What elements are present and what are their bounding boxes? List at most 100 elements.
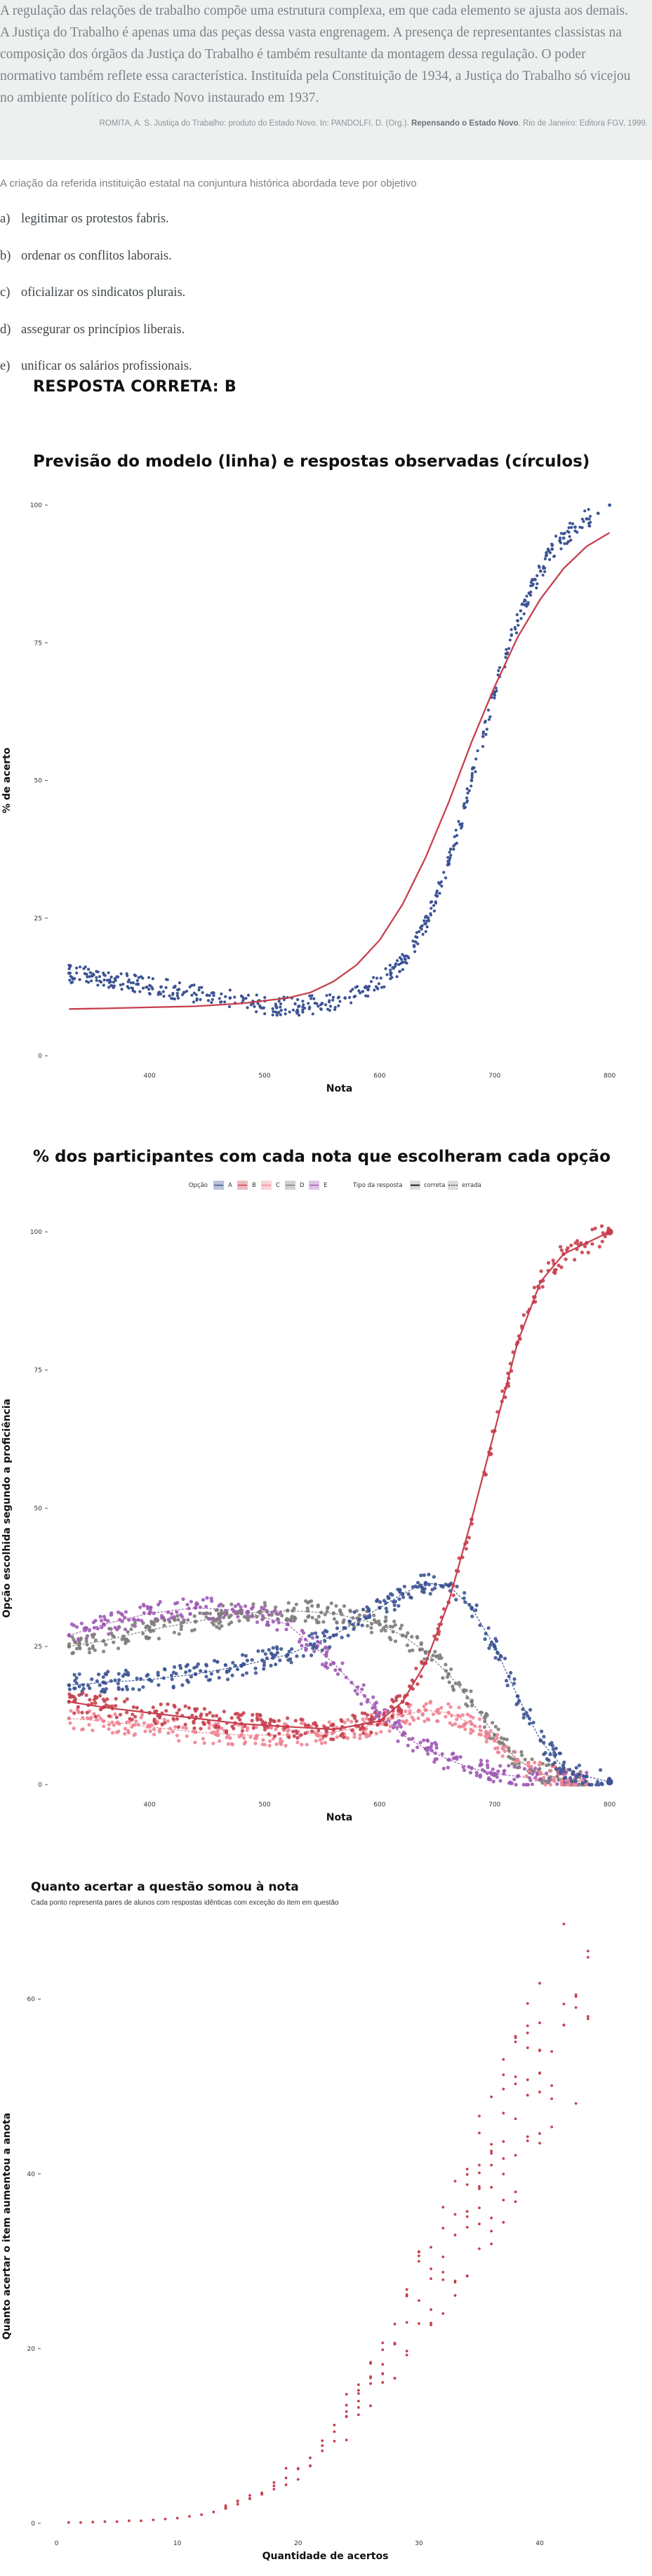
chart1-observed-point [508, 638, 512, 642]
chart2-point-option-A [557, 1766, 562, 1771]
chart2-point-option-D [162, 1623, 166, 1628]
chart1-observed-point [198, 986, 201, 989]
chart2-point-option-C [107, 1722, 112, 1726]
chart1-observed-point [210, 1000, 213, 1005]
chart2-point-option-C [552, 1777, 556, 1781]
chart1-observed-point [465, 800, 469, 804]
chart2-point-option-A [269, 1663, 273, 1668]
chart2-point-option-A [351, 1623, 355, 1627]
chart2-point-option-C [267, 1739, 272, 1743]
chart2-point-option-B [434, 1637, 439, 1642]
chart2-point-option-E [507, 1781, 512, 1785]
chart3-point [430, 2277, 432, 2281]
chart1-observed-point [420, 924, 424, 927]
chart2-point-option-E [451, 1751, 455, 1756]
chart3-point [91, 2521, 95, 2524]
chart1-observed-point [192, 991, 196, 995]
chart2-point-option-D [310, 1616, 314, 1620]
option-c[interactable]: c) oficializar os sindicatos plurais. [0, 286, 185, 300]
chart2-point-option-A [531, 1720, 535, 1724]
chart2-point-option-B [255, 1712, 259, 1717]
chart3-point [514, 2200, 517, 2203]
chart3-point [502, 2156, 505, 2160]
chart2-point-option-D [251, 1602, 255, 1606]
chart1-observed-point [498, 666, 502, 669]
chart3-point [284, 2483, 288, 2486]
chart2-point-option-D [126, 1630, 130, 1634]
chart2-point-option-C [220, 1726, 224, 1731]
chart2-y-tick-label: 25 [34, 1644, 42, 1651]
chart3-point [272, 2484, 276, 2488]
chart2-point-option-D [133, 1621, 137, 1625]
chart1-observed-point [228, 996, 232, 1000]
chart2-point-option-E [136, 1618, 140, 1622]
chart2-point-option-A [170, 1677, 174, 1682]
chart1-observed-point [389, 973, 392, 977]
option-e[interactable]: e) unificar os salários profissionais. [0, 359, 192, 374]
chart1-observed-point [168, 994, 171, 998]
chart2-point-option-B [93, 1701, 98, 1705]
chart2-point-option-D [182, 1620, 186, 1624]
chart2-point-option-A [542, 1734, 546, 1739]
chart2-point-option-D [117, 1625, 121, 1630]
chart1-observed-point [138, 990, 142, 993]
chart1-observed-point [302, 1003, 305, 1007]
chart2-point-option-A [521, 1715, 526, 1720]
chart2-point-option-D [369, 1625, 373, 1630]
chart2-point-option-C [89, 1715, 93, 1719]
chart1-observed-point [102, 984, 105, 987]
chart1-observed-point [263, 1012, 267, 1016]
chart2-point-option-A [378, 1600, 382, 1604]
chart2-point-option-E [142, 1611, 146, 1615]
chart2-point-option-E [433, 1757, 437, 1762]
chart1-observed-point [425, 915, 428, 918]
chart2-point-option-E [474, 1773, 479, 1778]
chart2-point-option-D [220, 1624, 224, 1628]
chart2-point-option-E [67, 1633, 72, 1638]
chart2-point-option-A [587, 1783, 592, 1787]
chart2-point-option-E [324, 1664, 328, 1668]
chart1-observed-point [507, 647, 511, 650]
chart2-point-option-B [199, 1712, 204, 1717]
chart2-point-option-D [458, 1683, 462, 1687]
chart3-point [478, 2247, 481, 2250]
chart3-point [417, 2250, 420, 2254]
chart2-point-option-D [84, 1639, 88, 1644]
chart1-observed-point [484, 719, 487, 723]
chart2-point-option-E [478, 1773, 483, 1777]
chart2-point-option-E [485, 1759, 489, 1763]
chart2-line-option-E [69, 1607, 587, 1784]
chart3-point [357, 2392, 360, 2395]
chart2-point-option-D [465, 1696, 470, 1700]
chart3-point [453, 2234, 457, 2236]
chart3-point [441, 2271, 445, 2274]
chart1-observed-point [88, 975, 91, 979]
chart3-point [514, 2190, 517, 2194]
chart2-point-option-C [253, 1741, 258, 1745]
chart2-point-option-E [87, 1628, 92, 1632]
option-b[interactable]: b) ordenar os conflitos laborais. [0, 249, 172, 264]
chart2-point-option-A [262, 1660, 267, 1665]
chart1-observed-point [414, 935, 418, 939]
chart2-point-option-C [448, 1705, 453, 1709]
chart2-point-option-D [213, 1619, 218, 1623]
option-d[interactable]: d) assegurar os princípios liberais. [0, 323, 185, 337]
chart2-point-option-D [517, 1762, 521, 1766]
chart2-point-option-D [384, 1618, 388, 1623]
chart2-point-option-E [485, 1763, 490, 1767]
chart2-point-option-D [310, 1604, 314, 1608]
chart2-point-option-A [274, 1645, 279, 1649]
chart2-point-option-A [553, 1754, 557, 1758]
chart2-point-option-C [140, 1712, 145, 1717]
chart3-point [357, 2389, 360, 2392]
chart2-y-tick-label: 50 [34, 1505, 43, 1512]
chart2-point-option-A [73, 1679, 77, 1683]
option-a[interactable]: a) legitimar os protestos fabris. [0, 212, 169, 227]
chart2-point-option-C [162, 1717, 166, 1722]
chart2-point-option-D [530, 1757, 534, 1762]
chart3-point [502, 2140, 505, 2143]
chart1-observed-point [481, 734, 485, 739]
chart2-point-option-B [105, 1697, 109, 1701]
chart3-point [417, 2322, 420, 2326]
chart1-observed-point [336, 996, 340, 1000]
